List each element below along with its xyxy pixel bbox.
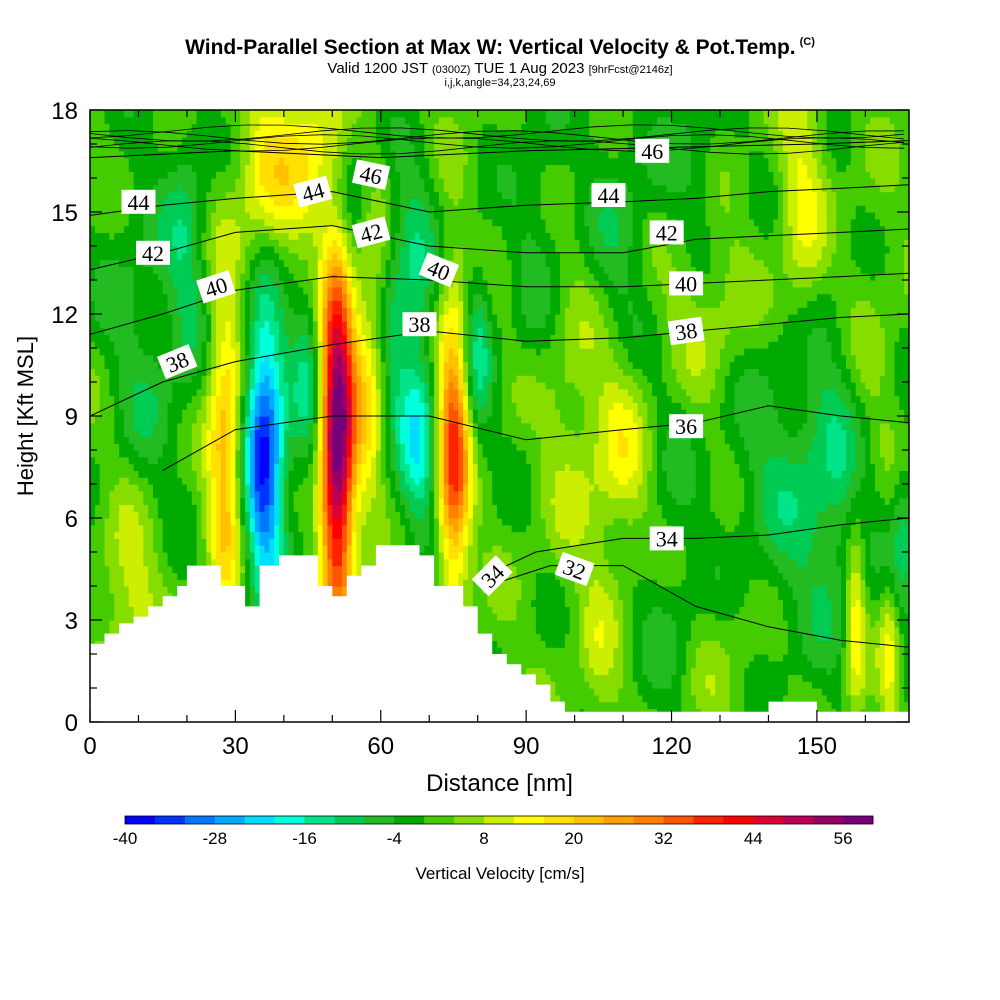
theta-contour-34 [477, 517, 909, 580]
theta-contour-42 [90, 225, 909, 271]
colorbar-swatch [154, 816, 186, 824]
contour-label: 34 [649, 526, 684, 551]
y-tick-label: 3 [65, 608, 78, 635]
chart-title: Wind-Parallel Section at Max W: Vertical… [185, 36, 815, 59]
colorbar-tick-label: 32 [654, 829, 673, 848]
contour-label: 42 [351, 216, 391, 249]
colorbar-swatch [663, 816, 694, 824]
theta-contour-44 [90, 184, 909, 216]
chart-subtitle: Valid 1200 JST (0300Z) TUE 1 Aug 2023 [9… [327, 60, 673, 77]
contour-label: 46 [351, 159, 391, 190]
colorbar-swatch [513, 816, 545, 824]
colorbar-tick-label: -16 [292, 829, 317, 848]
colorbar-tick-label: 56 [834, 829, 853, 848]
contour-label: 40 [418, 252, 460, 288]
colorbar-tick-label: 44 [744, 829, 763, 848]
colorbar-swatch [543, 816, 575, 824]
contour-label: 42 [136, 240, 170, 266]
theta-contour-upper [90, 140, 905, 155]
x-tick-label: 30 [222, 733, 249, 760]
colorbar-swatch [603, 816, 634, 824]
colorbar-tick-label: 20 [564, 829, 583, 848]
colorbar-swatch [274, 816, 305, 824]
colorbar-swatch [334, 816, 365, 824]
y-tick-label: 12 [51, 302, 78, 329]
y-tick-label: 9 [65, 404, 78, 431]
colorbar-swatch [184, 816, 216, 824]
colorbar-swatch [693, 816, 724, 824]
chart-subtitle-indices: i,j,k,angle=34,23,24,69 [444, 77, 556, 89]
contour-label: 46 [635, 138, 670, 164]
colorbar-swatch [304, 816, 335, 824]
theta-contour-upper [90, 130, 905, 145]
colorbar-swatch [573, 816, 605, 824]
contour-label: 44 [121, 189, 156, 215]
colorbar-tick-label: -4 [387, 829, 402, 848]
colorbar-swatch [484, 816, 515, 824]
colorbar-tick-label: -40 [113, 829, 138, 848]
colorbar-swatch [424, 816, 455, 824]
x-tick-label: 0 [83, 733, 96, 760]
y-tick-label: 6 [65, 506, 78, 533]
contour-label: 44 [591, 183, 626, 208]
y-tick-label: 15 [51, 200, 78, 227]
colorbar-swatch [364, 816, 395, 824]
x-tick-label: 150 [797, 733, 837, 760]
contour-label: 44 [293, 175, 333, 208]
y-tick-label: 0 [65, 710, 78, 737]
colorbar: -40 -28 -16 -4 8 20 32 44 56 [113, 815, 874, 848]
colorbar-swatch [783, 816, 814, 824]
theta-contour-upper [90, 134, 905, 149]
colorbar-swatch [214, 816, 245, 824]
theta-contour-32 [487, 565, 909, 648]
colorbar-swatch [753, 816, 784, 824]
y-axis-label: Height [Kft MSL] [13, 336, 38, 496]
contour-label: 38 [156, 344, 198, 380]
colorbar-swatch [244, 816, 275, 824]
contour-label: 38 [667, 316, 705, 345]
colorbar-tick-label: 8 [479, 829, 488, 848]
colorbar-label: Vertical Velocity [cm/s] [415, 864, 585, 883]
x-axis-label: Distance [nm] [426, 770, 573, 797]
theta-contour-upper [90, 124, 905, 139]
colorbar-swatch [125, 816, 156, 824]
y-tick-label: 18 [51, 98, 78, 125]
contour-label: 40 [669, 271, 704, 296]
theta-contour-upper [90, 137, 905, 152]
colorbar-swatch [723, 816, 754, 824]
theta-contours [90, 124, 909, 648]
colorbar-swatch [394, 816, 425, 824]
contour-label: 38 [402, 312, 437, 337]
colorbar-swatch [454, 816, 485, 824]
x-tick-label: 120 [652, 733, 692, 760]
contour-label: 36 [669, 414, 704, 439]
theta-contour-36 [162, 405, 909, 471]
theta-contour-38 [90, 313, 909, 417]
x-tick-label: 60 [367, 733, 394, 760]
colorbar-swatch [843, 816, 874, 824]
colorbar-tick-label: -28 [202, 829, 227, 848]
contour-label: 42 [649, 220, 684, 245]
colorbar-swatch [813, 816, 844, 824]
x-tick-label: 90 [513, 733, 540, 760]
terrain [90, 545, 909, 722]
colorbar-swatch [633, 816, 664, 824]
